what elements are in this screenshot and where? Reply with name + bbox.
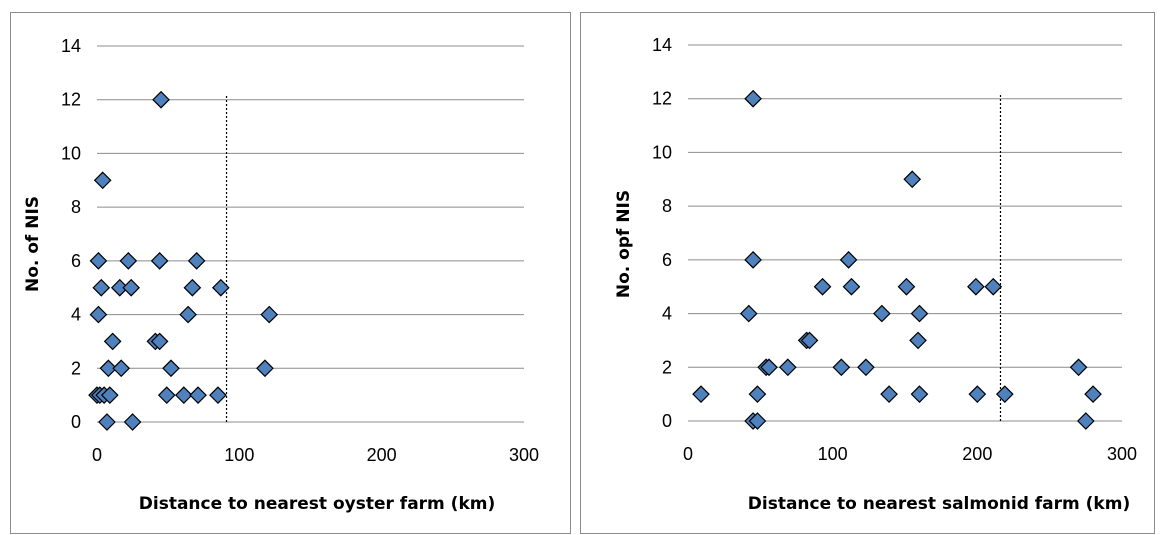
salmonid-y-tick-label: 6 (662, 250, 672, 270)
salmonid-data-point (909, 331, 927, 350)
oyster-y-axis-title: No. of NIS (23, 196, 43, 292)
salmonid-data-point (813, 277, 832, 296)
salmonid-chart-panel: Distance to nearest salmonid farm (km) N… (580, 12, 1155, 534)
salmonid-data-point (739, 304, 758, 323)
salmonid-data-point (910, 304, 929, 323)
salmonid-data-point (744, 251, 762, 269)
salmonid-y-tick-label: 2 (662, 357, 672, 377)
salmonid-data-point (910, 385, 929, 403)
oyster-data-point (152, 90, 170, 109)
salmonid-data-point (995, 385, 1014, 403)
oyster-y-tick-label: 4 (71, 305, 81, 325)
salmonid-y-tick-label: 0 (662, 411, 672, 431)
salmonid-data-point (692, 385, 710, 403)
oyster-data-point (100, 386, 119, 404)
salmonid-data-point (903, 170, 922, 189)
salmonid-data-point (839, 251, 858, 269)
oyster-data-point (179, 305, 197, 324)
oyster-data-point (150, 332, 169, 351)
oyster-data-point (93, 171, 112, 190)
oyster-x-axis-title: Distance to nearest oyster farm (km) (139, 494, 495, 514)
salmonid-data-point (800, 331, 819, 350)
salmonid-x-tick-label: 0 (683, 444, 693, 464)
oyster-data-point (174, 386, 193, 404)
salmonid-data-point (1084, 385, 1102, 403)
salmonid-data-point (748, 385, 767, 403)
oyster-y-tick-label: 0 (71, 412, 81, 432)
oyster-scatter-plot: Distance to nearest oyster farm (km) No.… (23, 36, 539, 514)
oyster-y-tick-label: 10 (61, 143, 81, 163)
oyster-data-point (157, 386, 176, 404)
oyster-data-point (89, 252, 108, 270)
salmonid-scatter-plot: Distance to nearest salmonid farm (km) N… (614, 35, 1137, 514)
salmonid-y-tick-label: 12 (652, 89, 672, 109)
oyster-data-point (162, 359, 180, 378)
oyster-x-tick-label: 200 (367, 445, 397, 465)
oyster-y-tick-label: 12 (61, 90, 81, 110)
salmonid-data-point (748, 412, 767, 430)
oyster-y-tick-label: 6 (71, 251, 81, 271)
oyster-x-tick-label: 100 (224, 445, 254, 465)
salmonid-data-point (967, 277, 985, 296)
oyster-y-tick-label: 2 (71, 358, 81, 378)
salmonid-x-tick-label: 300 (1107, 444, 1137, 464)
salmonid-data-point (984, 277, 1003, 296)
oyster-data-point (189, 386, 207, 404)
salmonid-y-axis-title: No. opf NIS (614, 190, 634, 298)
oyster-data-point (103, 332, 122, 351)
salmonid-data-point (1076, 412, 1095, 430)
salmonid-x-axis-title: Distance to nearest salmonid farm (km) (748, 494, 1130, 514)
oyster-chart-panel: Distance to nearest oyster farm (km) No.… (10, 12, 571, 534)
oyster-data-point (98, 413, 116, 431)
salmonid-x-tick-label: 100 (818, 444, 848, 464)
salmonid-data-point (744, 89, 762, 108)
oyster-data-point (260, 305, 279, 324)
salmonid-y-tick-label: 14 (652, 35, 672, 55)
oyster-x-tick-label: 300 (509, 445, 539, 465)
salmonid-data-point (1069, 358, 1088, 377)
oyster-data-point (211, 278, 230, 297)
oyster-data-point (92, 278, 111, 297)
salmonid-data-point (832, 358, 851, 377)
oyster-y-tick-label: 14 (61, 36, 81, 56)
salmonid-data-point (880, 385, 898, 403)
oyster-data-point (99, 359, 118, 378)
oyster-data-point (209, 386, 227, 404)
oyster-data-point (89, 305, 108, 324)
oyster-data-point (187, 252, 206, 270)
salmonid-y-tick-label: 8 (662, 196, 672, 216)
oyster-data-point (183, 278, 202, 297)
oyster-data-point (256, 359, 274, 378)
salmonid-data-point (842, 277, 861, 296)
oyster-data-point (150, 252, 169, 270)
salmonid-y-tick-label: 4 (662, 304, 672, 324)
salmonid-y-tick-label: 10 (652, 142, 672, 162)
salmonid-data-point (778, 358, 797, 377)
salmonid-data-point (873, 304, 891, 323)
oyster-y-tick-label: 8 (71, 197, 81, 217)
salmonid-data-point (857, 358, 875, 377)
oyster-data-point (112, 359, 131, 378)
oyster-data-point (119, 252, 138, 270)
salmonid-x-tick-label: 200 (962, 444, 992, 464)
oyster-data-point (123, 413, 142, 431)
oyster-x-tick-label: 0 (92, 445, 102, 465)
salmonid-data-point (760, 358, 778, 377)
salmonid-data-point (968, 385, 987, 403)
salmonid-data-point (897, 277, 916, 296)
oyster-data-point (122, 278, 141, 297)
